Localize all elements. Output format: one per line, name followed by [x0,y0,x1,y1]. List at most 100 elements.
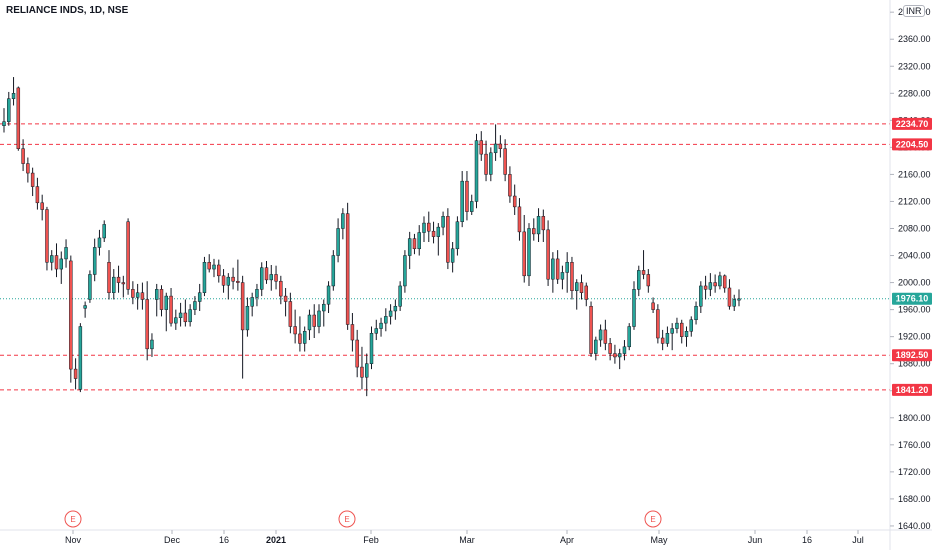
candle-body [679,322,684,337]
candle-body [708,282,713,290]
candle-body [551,258,555,280]
candle-body [259,267,264,290]
horizontal-lines [0,123,890,391]
x-tick-label: 2021 [266,535,286,545]
y-tick-label: 2120.00 [898,196,931,206]
candle-body [493,143,498,154]
candle-body [360,366,364,378]
x-tick-label: Jun [748,535,763,545]
candle-body [670,328,674,334]
candle-body [498,143,503,149]
candle-body [245,305,250,331]
candle-body [489,152,493,175]
candle-body [722,275,727,289]
candle-body [307,314,312,331]
x-tick-label: Jul [852,535,864,545]
candle-body [88,274,92,300]
candle-body [16,87,21,149]
candle-body [336,228,340,256]
candle-body [150,339,154,350]
candle-body [555,258,560,280]
candle-body [465,180,469,212]
candle-body [412,238,417,250]
candle-body [446,216,450,263]
candle-body [78,326,83,390]
candle-body [164,295,169,310]
candle-body [384,316,388,324]
candle-body [269,274,274,281]
candle-body [469,201,474,212]
candle-body [202,262,207,293]
candle-body [422,222,426,233]
candle-body [221,275,226,286]
candle-body [398,285,402,307]
candle-body [450,248,455,263]
candle-body [613,353,617,358]
candle-body [73,368,78,379]
candle-body [174,317,178,324]
y-tick-label: 2080.00 [898,223,931,233]
horizontal-line-label-bg [892,383,932,396]
candle-body [431,230,436,237]
y-tick-label: 2160.00 [898,169,931,179]
candle-body [369,333,374,364]
candle-body [484,153,488,175]
candle-body [154,289,159,300]
candle-body [589,305,593,354]
x-tick-label: 16 [802,535,812,545]
earnings-marker-label: E [650,515,655,524]
candle-body [565,262,569,273]
price-labels: 2234.70 2204.50 1892.50 1841.20 1976.10 [892,117,932,396]
candle-body [713,282,717,287]
earnings-marker-icon[interactable] [644,510,662,528]
candle-body [317,310,321,327]
candle-body [637,270,641,290]
candle-body [140,292,145,300]
candle-body [364,363,369,378]
candle-body [660,337,665,344]
y-tick-label: 1640.00 [898,521,931,531]
earnings-marker-icon[interactable] [338,510,356,528]
candle-body [641,270,646,275]
candle-body [322,303,326,312]
candle-body [69,260,73,370]
candle-body [379,322,383,329]
candle-body [388,310,393,317]
candle-body [727,287,732,307]
candle-body [527,228,531,277]
candle-body [135,292,140,298]
candle-body [302,331,307,344]
candle-body [627,326,631,348]
x-tick-label: Feb [363,535,379,545]
earnings-marker-icon[interactable] [64,510,82,528]
candle-body [345,213,350,325]
candle-body [646,274,651,287]
candle-body [45,209,49,263]
candle-body [236,280,240,283]
candle-body [355,339,359,368]
candle-body [121,282,126,285]
candle-body [703,285,708,290]
candle-body [116,276,121,283]
candle-body [178,312,183,318]
last-price-label: 1976.10 [896,294,929,304]
y-tick-label: 1960.00 [898,305,931,315]
candle-body [460,180,464,222]
currency-badge[interactable]: INR [903,5,925,17]
symbol-title: RELIANCE INDS, 1D, NSE [6,5,129,16]
candle-body [427,222,431,232]
y-tick-label: 1680.00 [898,494,931,504]
x-tick-label: Nov [65,535,82,545]
candle-body [594,339,598,354]
candle-body [331,255,336,287]
candle-body [417,232,421,250]
candle-body [656,309,660,339]
horizontal-line-label-bg [892,117,932,130]
candle-body [7,98,11,122]
horizontal-line-label: 2204.50 [896,139,929,149]
earnings-marker-label: E [70,515,75,524]
candle-body [570,262,574,291]
candle-body [97,237,102,248]
